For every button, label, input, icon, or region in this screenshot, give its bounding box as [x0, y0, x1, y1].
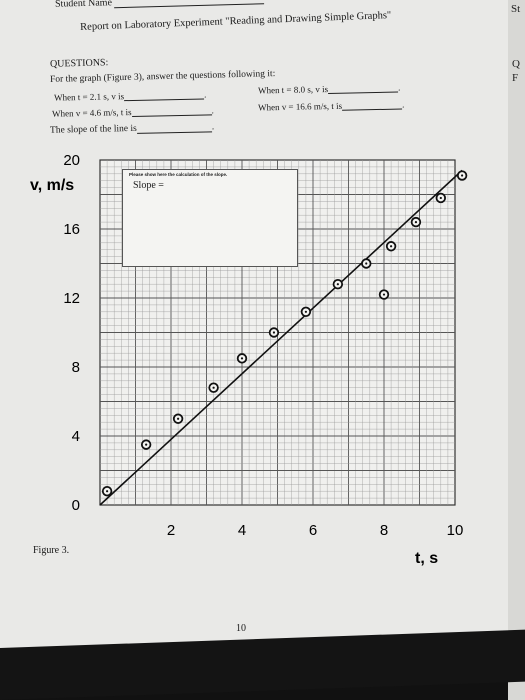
x-tick-label: 8 — [380, 522, 388, 539]
x-tick-label: 4 — [238, 522, 246, 539]
page-number: 10 — [236, 623, 246, 634]
data-point-center — [304, 310, 307, 313]
adjacent-page-edge: St Q F — [508, 0, 525, 700]
y-tick-label: 16 — [63, 221, 80, 238]
data-point-center — [177, 417, 180, 420]
slope-box-label: Slope = — [133, 180, 164, 191]
data-point-center — [439, 196, 442, 200]
data-point-center — [212, 386, 215, 389]
y-tick-label: 20 — [63, 152, 80, 169]
y-axis-label: v, m/s — [30, 177, 74, 194]
edge-text-b: F — [512, 72, 519, 84]
slope-calculation-box: Please show here the calculation of the … — [122, 169, 298, 267]
data-point-center — [390, 245, 393, 248]
data-point-center — [365, 262, 368, 265]
edge-text-top: St — [511, 3, 521, 15]
y-tick-label: 8 — [72, 359, 80, 376]
x-tick-label: 2 — [167, 522, 175, 539]
data-point-center — [414, 221, 418, 224]
tick-labels-layer: 2 4 6 8 10 20 16 12 8 4 0 — [63, 152, 463, 539]
edge-text-a: Q — [512, 58, 520, 70]
data-point-center — [272, 331, 276, 334]
data-point-center — [106, 490, 109, 493]
y-tick-label: 4 — [72, 428, 80, 445]
data-point-center — [240, 357, 244, 360]
best-fit-line — [99, 169, 463, 506]
data-point-center — [382, 293, 386, 296]
slope-box-note: Please show here the calculation of the … — [129, 172, 228, 177]
data-point-center — [145, 443, 148, 446]
y-tick-label: 0 — [72, 497, 80, 514]
data-point-center — [461, 174, 464, 177]
fit-line-layer — [99, 169, 463, 506]
x-tick-label: 10 — [447, 522, 464, 539]
x-tick-label: 6 — [309, 522, 317, 539]
y-tick-label: 12 — [63, 290, 80, 307]
figure-caption: Figure 3. — [33, 545, 70, 556]
x-axis-label: t, s — [415, 550, 438, 567]
data-point-center — [336, 283, 339, 286]
data-points-layer — [101, 170, 468, 497]
